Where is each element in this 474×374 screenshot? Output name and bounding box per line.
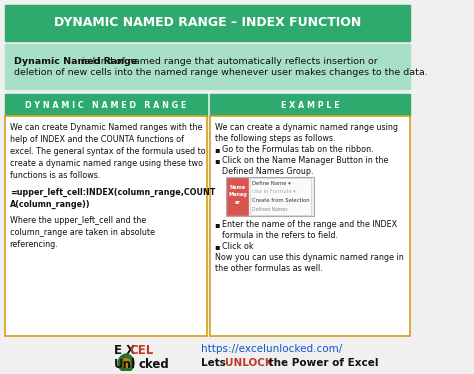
Text: formula in the refers to field.: formula in the refers to field. (222, 231, 337, 240)
FancyBboxPatch shape (5, 44, 410, 89)
Text: =upper_left_cell:INDEX(column_range,COUNT: =upper_left_cell:INDEX(column_range,COUN… (9, 187, 215, 197)
FancyBboxPatch shape (227, 178, 248, 215)
Text: deletion of new cells into the named range whenever user makes changes to the da: deletion of new cells into the named ran… (14, 68, 428, 77)
Circle shape (122, 359, 130, 368)
Text: referencing.: referencing. (9, 240, 58, 249)
FancyBboxPatch shape (210, 94, 410, 116)
Text: CEL: CEL (130, 344, 154, 357)
Text: https://excelunlocked.com/: https://excelunlocked.com/ (201, 344, 343, 354)
Text: Lets: Lets (201, 358, 230, 368)
Text: Enter the name of the range and the INDEX: Enter the name of the range and the INDE… (222, 220, 397, 229)
Text: Create from Selection: Create from Selection (252, 198, 310, 203)
Text: We can create a dynamic named range using: We can create a dynamic named range usin… (215, 123, 398, 132)
Text: Defined Names: Defined Names (252, 207, 288, 212)
Text: Unl: Unl (114, 358, 136, 371)
FancyBboxPatch shape (226, 177, 314, 216)
FancyBboxPatch shape (250, 178, 311, 215)
FancyBboxPatch shape (5, 94, 207, 116)
Text: Click on the Name Manager Button in the: Click on the Name Manager Button in the (222, 156, 388, 165)
Text: column_range are taken in absolute: column_range are taken in absolute (9, 228, 155, 237)
Text: Manag: Manag (228, 193, 247, 197)
Text: Go to the Formulas tab on the ribbon.: Go to the Formulas tab on the ribbon. (222, 145, 373, 154)
Text: Click ok: Click ok (222, 242, 253, 251)
Text: the other formulas as well.: the other formulas as well. (215, 264, 322, 273)
Text: ▪: ▪ (215, 220, 220, 229)
Text: cked: cked (138, 358, 169, 371)
Text: ▪: ▪ (215, 156, 220, 165)
Text: UNLOCK: UNLOCK (225, 358, 273, 368)
Text: DYNAMIC NAMED RANGE – INDEX FUNCTION: DYNAMIC NAMED RANGE – INDEX FUNCTION (54, 16, 361, 29)
Text: E X A M P L E: E X A M P L E (281, 101, 339, 110)
Text: is kind of named range that automatically reflects insertion or: is kind of named range that automaticall… (79, 56, 378, 65)
FancyBboxPatch shape (5, 5, 410, 41)
Text: We can create Dynamic Named ranges with the: We can create Dynamic Named ranges with … (9, 123, 202, 132)
Text: Dynamic Named Range: Dynamic Named Range (14, 56, 137, 65)
Text: Now you can use this dynamic named range in: Now you can use this dynamic named range… (215, 253, 403, 262)
Text: Name: Name (229, 184, 246, 190)
Text: er: er (235, 200, 240, 205)
Text: Where the upper_left_cell and the: Where the upper_left_cell and the (9, 216, 146, 225)
Text: the following steps as follows.: the following steps as follows. (215, 134, 335, 143)
Text: E X: E X (114, 344, 135, 357)
Text: the Power of Excel: the Power of Excel (265, 358, 379, 368)
Text: Define Name ▾: Define Name ▾ (252, 181, 291, 186)
Text: ▪: ▪ (215, 145, 220, 154)
Text: Use in Formula ▾: Use in Formula ▾ (252, 190, 296, 194)
FancyBboxPatch shape (5, 116, 207, 336)
Text: excel. The general syntax of the formula used to: excel. The general syntax of the formula… (9, 147, 205, 156)
Text: D Y N A M I C   N A M E D   R A N G E: D Y N A M I C N A M E D R A N G E (26, 101, 187, 110)
Text: A(column_range)): A(column_range)) (9, 199, 90, 209)
Text: functions is as follows.: functions is as follows. (9, 171, 100, 180)
Text: ▪: ▪ (215, 242, 220, 251)
Text: Defined Names Group.: Defined Names Group. (222, 167, 313, 176)
FancyBboxPatch shape (210, 116, 410, 336)
Text: help of INDEX and the COUNTA functions of: help of INDEX and the COUNTA functions o… (9, 135, 183, 144)
Text: create a dynamic named range using these two: create a dynamic named range using these… (9, 159, 203, 168)
Circle shape (118, 354, 134, 372)
